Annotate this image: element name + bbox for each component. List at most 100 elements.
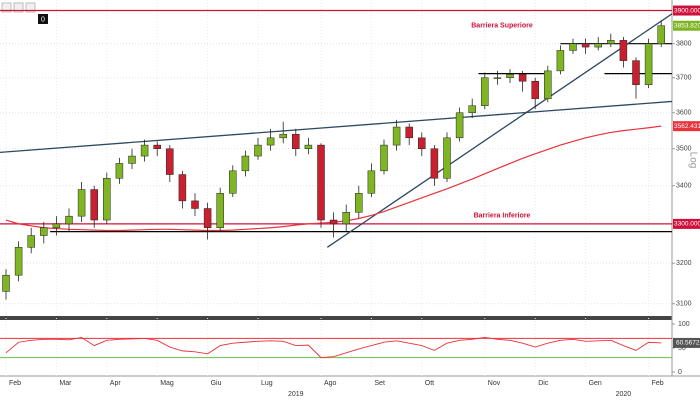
- candle-body: [493, 77, 502, 79]
- candle-body: [342, 212, 350, 225]
- candle-body: [569, 43, 577, 51]
- y-tick-label: 3400: [676, 183, 692, 190]
- x-tick-label: Ago: [324, 380, 337, 387]
- panel-separator: [0, 316, 672, 320]
- candle-body: [418, 137, 426, 149]
- x-tick-label: Apr: [110, 380, 122, 387]
- tool-line[interactable]: [13, 2, 24, 13]
- barrier-label: 3900.0000: [674, 7, 700, 14]
- x-tick-label: Mag: [160, 380, 174, 387]
- x-tick-label: Giu: [211, 380, 222, 387]
- candle-body: [594, 43, 602, 48]
- candle-body: [468, 105, 476, 114]
- rsi-last-box: [673, 337, 700, 348]
- trend-line: [0, 100, 673, 154]
- barrier-box: [673, 5, 700, 16]
- y-tick-label: 3200: [676, 260, 692, 267]
- candle-body: [14, 247, 23, 276]
- candle-body: [52, 223, 61, 229]
- last-price-box: [673, 20, 700, 31]
- candle-body: [2, 274, 10, 292]
- candle-body: [531, 80, 539, 99]
- candle-body: [203, 208, 212, 229]
- ma-label: 3562.4312: [674, 123, 700, 130]
- candle-body: [355, 193, 363, 213]
- x-tick-label: Lug: [261, 380, 273, 387]
- candle-body: [392, 126, 401, 146]
- y-tick-label: 3800: [676, 41, 692, 48]
- rsi-line: [5, 336, 662, 359]
- log-label: Log: [687, 152, 698, 169]
- trend-line: [326, 13, 673, 248]
- candle-body: [216, 193, 224, 229]
- candle-body: [304, 144, 313, 149]
- candle-body: [128, 155, 136, 164]
- x-tick-label: Gen: [589, 380, 602, 387]
- barrier-text: Barriera Superiore: [471, 22, 533, 29]
- x-tick-label: Dic: [538, 380, 549, 387]
- candle-body: [644, 43, 653, 85]
- candle-body: [430, 148, 439, 179]
- candle-body: [544, 70, 552, 99]
- candle-body: [77, 189, 86, 217]
- barrier-label: 3300.0000: [674, 221, 700, 228]
- barrier-box: [673, 218, 700, 229]
- candle-body: [266, 137, 275, 146]
- x-tick-label: Nov: [488, 380, 501, 387]
- y-tick-label: 3100: [676, 301, 692, 308]
- candle-body: [191, 200, 199, 209]
- candle-body: [506, 74, 514, 79]
- candle-body: [329, 219, 338, 225]
- rsi-tick-label: 100: [678, 321, 690, 328]
- candle-body: [254, 144, 262, 157]
- x-tick-label: Mar: [59, 380, 72, 387]
- rsi-last-label: 60.5672: [676, 340, 700, 347]
- candle-body: [279, 133, 287, 139]
- candle-body: [619, 40, 628, 61]
- candle-body: [518, 74, 527, 82]
- rsi-tick-label: 50: [678, 345, 686, 352]
- year-label: 2019: [288, 391, 304, 398]
- candle-body: [103, 178, 111, 221]
- x-tick-label: Ott: [425, 380, 434, 387]
- x-tick-label: Feb: [9, 380, 21, 387]
- candle-body: [380, 144, 388, 172]
- year-label: 2020: [616, 391, 632, 398]
- candle-body: [455, 112, 464, 139]
- candle-body: [367, 170, 376, 194]
- candle-body: [556, 50, 565, 72]
- counter-box: [38, 14, 48, 24]
- x-tick-label: Feb: [652, 380, 664, 387]
- tool-text[interactable]: [25, 2, 36, 13]
- candle-body: [241, 155, 250, 172]
- candle-body: [632, 60, 640, 85]
- candle-body: [40, 227, 48, 236]
- candle-body: [317, 144, 325, 221]
- candle-body: [607, 40, 615, 44]
- y-tick-label: 3600: [676, 110, 692, 117]
- candle-body: [481, 77, 489, 106]
- candle-body: [443, 137, 451, 179]
- candle-body: [405, 126, 413, 139]
- candle-body: [90, 189, 98, 221]
- candle-body: [292, 133, 300, 149]
- x-tick-label: Set: [374, 380, 385, 387]
- rsi-tick-label: 0: [678, 369, 682, 376]
- candle-body: [657, 25, 665, 44]
- candle-body: [581, 43, 590, 48]
- y-tick-label: 3500: [676, 146, 692, 153]
- ma-box: [673, 121, 700, 132]
- candle-body: [229, 170, 237, 194]
- candle-body: [178, 174, 187, 202]
- y-tick-label: 3700: [676, 75, 692, 82]
- candle-body: [153, 144, 161, 149]
- candle-body: [166, 148, 174, 175]
- candle-body: [27, 235, 35, 248]
- candle-body: [65, 215, 73, 225]
- counter: 0: [41, 16, 45, 23]
- candle-body: [140, 144, 149, 157]
- barrier-text: Barriera Inferiore: [474, 213, 531, 220]
